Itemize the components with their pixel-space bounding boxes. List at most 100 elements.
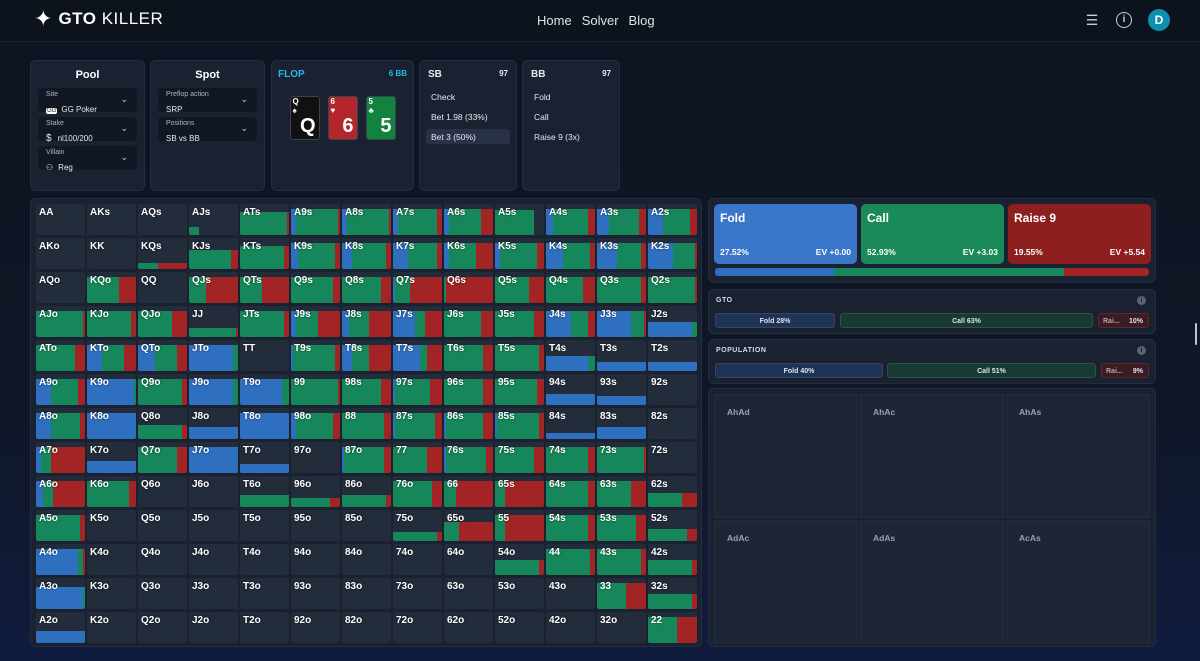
range-cell[interactable]: K8o [87,408,136,439]
range-cell[interactable]: QJs [189,272,238,303]
range-cell[interactable]: K2o [87,612,136,643]
range-cell[interactable]: 99 [291,374,340,405]
range-cell[interactable]: A6o [36,476,85,507]
range-cell[interactable]: J7o [189,442,238,473]
combo-cell[interactable]: AhAd [714,394,858,518]
info-icon[interactable]: i [1137,346,1146,355]
range-cell[interactable]: T6o [240,476,289,507]
range-cell[interactable]: A7s [393,204,442,235]
range-cell[interactable]: K3s [597,238,646,269]
range-cell[interactable]: 72s [648,442,697,473]
range-cell[interactable]: KTs [240,238,289,269]
range-cell[interactable]: 73s [597,442,646,473]
board-card-2[interactable]: 6 ♥ 6 [327,96,358,140]
range-cell[interactable]: A4s [546,204,595,235]
range-cell[interactable]: 54s [546,510,595,541]
raise-action-box[interactable]: Raise 9 19.55% EV +5.54 [1008,204,1151,264]
range-cell[interactable]: Q8o [138,408,187,439]
range-cell[interactable]: 87o [342,442,391,473]
range-cell[interactable]: T9s [291,340,340,371]
range-cell[interactable]: 43o [546,578,595,609]
range-cell[interactable]: 22 [648,612,697,643]
range-cell[interactable]: 74s [546,442,595,473]
range-cell[interactable]: AJs [189,204,238,235]
range-cell[interactable]: Q2o [138,612,187,643]
range-cell[interactable]: J6o [189,476,238,507]
range-cell[interactable]: 32o [597,612,646,643]
range-cell[interactable]: 44 [546,544,595,575]
range-cell[interactable]: 74o [393,544,442,575]
range-cell[interactable]: 62s [648,476,697,507]
range-cell[interactable]: T4o [240,544,289,575]
range-cell[interactable]: 85s [495,408,544,439]
positions-select[interactable]: Positions SB vs BB ⌄ [158,117,257,143]
range-cell[interactable]: A4o [36,544,85,575]
range-cell[interactable]: 96o [291,476,340,507]
range-cell[interactable]: 93o [291,578,340,609]
range-cell[interactable]: 83o [342,578,391,609]
range-cell[interactable]: K9o [87,374,136,405]
range-cell[interactable]: 86s [444,408,493,439]
combo-cell[interactable]: AdAc [714,520,858,644]
combo-cell[interactable]: AcAs [1006,520,1150,644]
page-scrollbar[interactable] [1195,323,1197,345]
range-cell[interactable]: 52o [495,612,544,643]
range-cell[interactable]: J2o [189,612,238,643]
site-select[interactable]: Site GG GG Poker ⌄ [38,88,137,114]
combo-cell[interactable]: AhAc [860,394,1004,518]
range-cell[interactable]: J2s [648,306,697,337]
range-cell[interactable]: Q5o [138,510,187,541]
range-cell[interactable]: J5o [189,510,238,541]
range-cell[interactable]: T7s [393,340,442,371]
range-cell[interactable]: 98s [342,374,391,405]
range-cell[interactable]: Q4s [546,272,595,303]
range-cell[interactable]: J7s [393,306,442,337]
fold-action-box[interactable]: Fold 27.52% EV +0.00 [714,204,857,264]
range-cell[interactable]: QTs [240,272,289,303]
range-cell[interactable]: J5s [495,306,544,337]
range-cell[interactable]: 96s [444,374,493,405]
range-cell[interactable]: AQs [138,204,187,235]
range-cell[interactable]: Q6s [444,272,493,303]
range-cell[interactable]: T8s [342,340,391,371]
range-cell[interactable]: 76o [393,476,442,507]
range-cell[interactable]: 95s [495,374,544,405]
board-card-1[interactable]: Q ♠ Q [289,96,320,140]
range-cell[interactable]: 55 [495,510,544,541]
range-cell[interactable]: 53s [597,510,646,541]
villain-select[interactable]: Villain ⚇ Reg ⌄ [38,146,137,172]
range-cell[interactable]: T5s [495,340,544,371]
range-cell[interactable]: J4o [189,544,238,575]
range-cell[interactable]: A9o [36,374,85,405]
bb-action-fold[interactable]: Fold [534,92,551,102]
range-cell[interactable]: K6s [444,238,493,269]
range-cell[interactable]: JTo [189,340,238,371]
combo-cell[interactable]: AdAs [860,520,1004,644]
range-cell[interactable]: K4s [546,238,595,269]
range-cell[interactable]: AQo [36,272,85,303]
range-cell[interactable]: A2o [36,612,85,643]
range-cell[interactable]: J8s [342,306,391,337]
range-cell[interactable]: T4s [546,340,595,371]
range-cell[interactable]: T2s [648,340,697,371]
range-cell[interactable]: 95o [291,510,340,541]
range-cell[interactable]: 85o [342,510,391,541]
range-cell[interactable]: K9s [291,238,340,269]
range-cell[interactable]: T2o [240,612,289,643]
range-cell[interactable]: T5o [240,510,289,541]
stake-select[interactable]: Stake $ nl100/200 ⌄ [38,117,137,144]
range-cell[interactable]: JJ [189,306,238,337]
range-cell[interactable]: A5o [36,510,85,541]
board-card-3[interactable]: 5 ♣ 5 [365,96,396,140]
sliders-icon[interactable]: ☰ [1085,12,1099,28]
info-icon[interactable]: i [1116,12,1132,28]
sb-action-check[interactable]: Check [431,92,456,102]
range-cell[interactable]: ATo [36,340,85,371]
range-cell[interactable]: QJo [138,306,187,337]
sb-action-bet-half[interactable]: Bet 3 (50%) [426,129,510,144]
range-cell[interactable]: 97o [291,442,340,473]
avatar[interactable]: D [1148,9,1170,31]
range-cell[interactable]: Q7o [138,442,187,473]
range-cell[interactable]: T8o [240,408,289,439]
range-cell[interactable]: QTo [138,340,187,371]
